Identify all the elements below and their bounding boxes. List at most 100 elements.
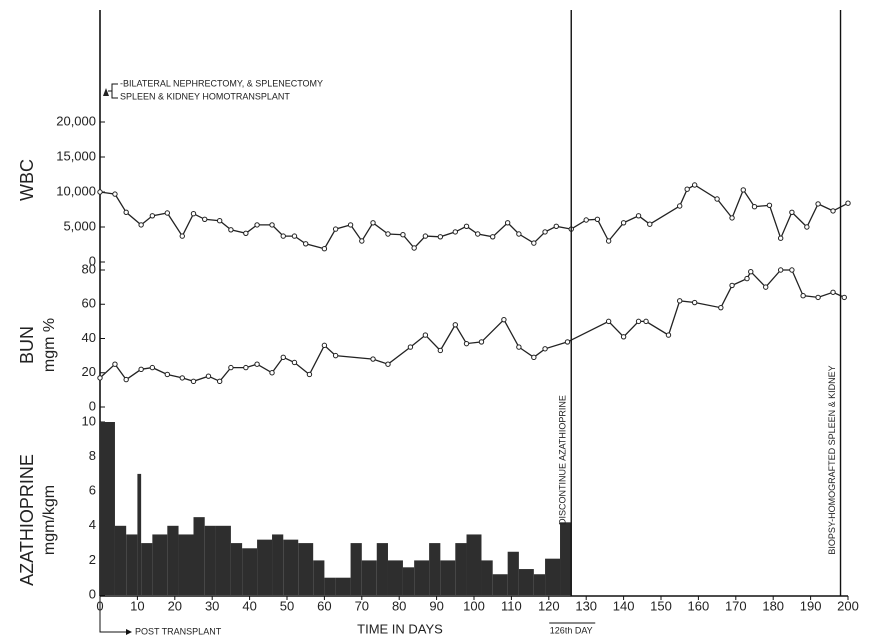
- y-tick-label: 0: [89, 586, 96, 601]
- data-point: [777, 235, 784, 241]
- x-tick-label: 70: [355, 598, 369, 613]
- bar: [387, 560, 403, 595]
- data-point: [190, 211, 197, 217]
- bar: [402, 567, 415, 595]
- data-point: [463, 223, 470, 230]
- data-point: [112, 191, 118, 197]
- data-point: [643, 318, 649, 325]
- data-point: [475, 231, 481, 237]
- data-point: [332, 352, 339, 359]
- data-point: [804, 224, 810, 230]
- note: POST TRANSPLANT: [135, 626, 222, 636]
- data-point: [564, 339, 571, 345]
- data-point: [138, 222, 144, 228]
- data-point: [400, 232, 406, 238]
- x-tick-label: 50: [280, 598, 294, 613]
- data-point: [452, 229, 458, 235]
- bar: [100, 422, 115, 595]
- y-tick-label: 4: [89, 517, 96, 532]
- data-point: [437, 234, 444, 240]
- bar: [455, 543, 467, 595]
- data-point: [516, 344, 522, 350]
- note: 126th DAY: [550, 625, 593, 635]
- event-label: DISCONTINUE AZATHIOPRINE: [558, 395, 568, 525]
- bar: [242, 548, 258, 595]
- x-tick-label: 60: [317, 598, 331, 613]
- x-tick-label: 130: [575, 598, 597, 613]
- bar: [114, 525, 127, 595]
- data-point: [280, 354, 286, 361]
- data-point: [202, 216, 208, 223]
- event-label: BIOPSY-HOMOGRAFTED SPLEEN & KIDNEY: [827, 365, 837, 554]
- data-point: [665, 332, 672, 338]
- legend-marker: [103, 88, 109, 96]
- data-point: [729, 215, 735, 221]
- x-tick-label: 200: [837, 598, 859, 613]
- bar: [283, 539, 299, 595]
- bar: [481, 560, 493, 595]
- data-point: [684, 186, 690, 192]
- data-point: [437, 347, 444, 354]
- data-point: [216, 218, 223, 224]
- data-point: [112, 361, 118, 367]
- y-tick-label: 60: [82, 296, 96, 311]
- data-point: [605, 318, 612, 325]
- data-point: [385, 361, 391, 367]
- bar: [361, 560, 377, 595]
- data-point: [179, 233, 185, 239]
- y-tick-label: 20: [82, 364, 96, 379]
- legend-text: SPLEEN & KIDNEY HOMOTRANSPLANT: [120, 91, 290, 101]
- x-tick-label: 180: [762, 598, 784, 613]
- data-point: [594, 216, 601, 223]
- bar: [298, 543, 314, 595]
- data-point: [729, 282, 735, 289]
- data-point: [164, 371, 171, 378]
- data-point: [504, 220, 511, 226]
- data-point: [149, 213, 156, 219]
- data-point: [123, 209, 129, 216]
- data-point: [789, 267, 795, 273]
- x-tick-label: 100: [463, 598, 485, 613]
- bar: [429, 543, 441, 595]
- x-tick-label: 10: [130, 598, 144, 613]
- bar: [376, 543, 388, 595]
- data-point: [800, 292, 806, 299]
- data-point: [478, 339, 485, 345]
- y-axis-label: WBC: [17, 159, 37, 201]
- data-point: [553, 223, 559, 230]
- legend-bracket: [108, 83, 118, 99]
- y-tick-label: 20,000: [56, 113, 96, 128]
- x-tick-label: 90: [429, 598, 443, 613]
- data-point: [635, 318, 642, 325]
- data-point: [620, 334, 627, 340]
- data-point: [531, 240, 537, 246]
- bar: [126, 534, 138, 595]
- data-point: [291, 233, 298, 239]
- data-point: [714, 196, 720, 202]
- y-tick-label: 6: [89, 483, 96, 498]
- x-tick-label: 40: [242, 598, 256, 613]
- data-point: [303, 241, 309, 247]
- data-point: [97, 189, 103, 195]
- data-point: [751, 204, 758, 210]
- x-tick-label: 80: [392, 598, 406, 613]
- bar: [518, 569, 534, 595]
- data-point: [228, 364, 234, 371]
- data-point: [463, 340, 470, 347]
- data-point: [452, 322, 458, 328]
- data-point: [490, 234, 496, 240]
- data-point: [97, 375, 103, 381]
- data-point: [149, 364, 156, 371]
- x-tick-label: 20: [168, 598, 182, 613]
- data-point: [777, 267, 784, 273]
- data-point: [370, 356, 376, 362]
- bar: [466, 534, 482, 595]
- data-point: [280, 233, 286, 239]
- data-point: [542, 346, 548, 352]
- x-tick-label: 170: [725, 598, 747, 613]
- bar: [215, 525, 231, 595]
- data-point: [422, 332, 429, 338]
- data-point: [691, 182, 698, 188]
- bar: [414, 560, 430, 595]
